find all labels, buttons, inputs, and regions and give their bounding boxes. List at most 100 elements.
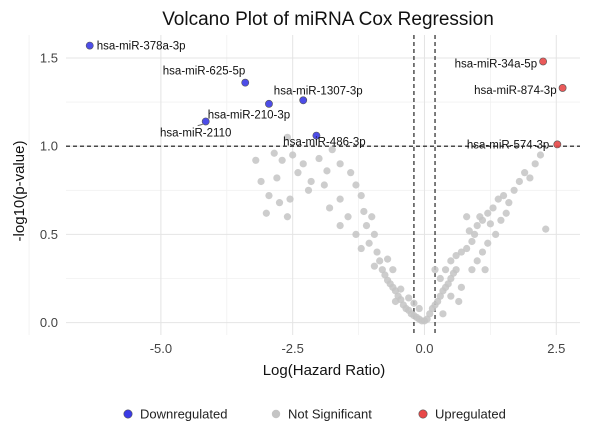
point-not-significant (357, 191, 365, 200)
point-not-significant (320, 181, 328, 189)
point-downregulated (312, 131, 321, 140)
chart-title: Volcano Plot of miRNA Cox Regression (162, 9, 494, 30)
point-not-significant (307, 177, 315, 186)
data-points (85, 41, 567, 325)
tick-labels: -5.0 -2.5 0.0 2.5 0.0 0.5 1.0 1.5 (40, 50, 565, 356)
y-tick-label: 0.5 (40, 227, 58, 242)
y-tick-label: 1.5 (40, 50, 58, 65)
point-not-significant (470, 230, 479, 239)
point-not-significant (499, 191, 508, 200)
point-upregulated (553, 140, 562, 149)
point-not-significant (484, 209, 492, 217)
point-not-significant (478, 248, 487, 256)
point-downregulated (85, 41, 94, 50)
point-not-significant (360, 207, 368, 216)
point-not-significant (510, 186, 518, 194)
point-not-significant (478, 216, 487, 224)
x-tick-label: -5.0 (150, 341, 172, 356)
point-not-significant (386, 280, 394, 288)
point-not-significant (441, 266, 450, 274)
legend-label: Not Significant (288, 407, 372, 422)
point-labels: hsa-miR-378a-3p hsa-miR-625-5p hsa-miR-130… (97, 41, 557, 152)
point-not-significant (289, 151, 297, 159)
point-not-significant (370, 230, 378, 239)
point-not-significant (486, 220, 494, 228)
point-not-significant (278, 156, 286, 164)
point-not-significant (457, 283, 465, 291)
point-label: hsa-miR-1307-3p (274, 85, 363, 97)
point-not-significant (452, 266, 460, 274)
point-not-significant (304, 186, 313, 194)
point-not-significant (463, 244, 471, 253)
point-not-significant (344, 213, 352, 221)
point-not-significant (270, 149, 278, 157)
point-not-significant (447, 257, 455, 265)
point-not-significant (405, 294, 413, 302)
point-not-significant (452, 251, 460, 260)
point-downregulated (241, 78, 250, 87)
point-not-significant (502, 209, 510, 217)
legend-swatch (271, 409, 281, 419)
point-not-significant (455, 297, 463, 306)
point-downregulated (299, 96, 308, 105)
point-not-significant (273, 174, 281, 182)
point-not-significant (352, 181, 360, 189)
point-not-significant (336, 221, 344, 230)
point-not-significant (370, 262, 378, 270)
point-label: hsa-miR-574-3p (467, 139, 549, 151)
point-label: hsa-miR-2110 (160, 127, 231, 139)
y-tick-label: 0.0 (40, 315, 58, 330)
legend-item: Downregulated (123, 407, 227, 422)
point-not-significant (431, 266, 439, 274)
point-not-significant (376, 257, 384, 265)
point-not-significant (328, 146, 336, 154)
point-not-significant (492, 230, 500, 239)
point-not-significant (473, 257, 481, 265)
label-leader-line (197, 124, 203, 126)
point-not-significant (336, 195, 344, 203)
point-label: hsa-miR-486-3p (283, 137, 365, 149)
point-not-significant (542, 225, 550, 233)
point-not-significant (436, 274, 444, 283)
point-not-significant (365, 239, 373, 247)
point-label: hsa-miR-378a-3p (97, 41, 186, 53)
point-not-significant (494, 195, 502, 203)
x-tick-label: 0.0 (415, 341, 433, 356)
point-not-significant (373, 248, 381, 256)
point-label: hsa-miR-874-3p (474, 85, 556, 97)
point-label: hsa-miR-210-3p (208, 109, 290, 121)
point-not-significant (484, 239, 492, 247)
y-tick-label: 1.0 (40, 139, 58, 154)
point-not-significant (265, 191, 273, 200)
point-not-significant (465, 227, 473, 235)
point-upregulated (558, 84, 567, 92)
point-not-significant (526, 174, 534, 182)
point-not-significant (257, 177, 265, 186)
point-not-significant (481, 266, 489, 274)
x-tick-label: -2.5 (281, 341, 303, 356)
point-not-significant (262, 209, 270, 217)
point-not-significant (447, 292, 455, 300)
point-not-significant (497, 216, 505, 224)
y-axis-title: -log10(p-value) (11, 141, 28, 242)
point-not-significant (439, 310, 447, 318)
point-not-significant (368, 213, 376, 221)
point-not-significant (389, 266, 397, 274)
legend-label: Downregulated (140, 407, 227, 422)
point-not-significant (468, 266, 476, 274)
point-label: hsa-miR-34a-5p (455, 58, 537, 70)
point-not-significant (283, 213, 292, 221)
legend-label: Upregulated (435, 407, 506, 422)
legend: Downregulated Not Significant Upregulated (123, 407, 506, 422)
point-not-significant (362, 221, 371, 230)
point-not-significant (357, 244, 365, 253)
point-not-significant (473, 221, 481, 230)
point-not-significant (515, 177, 523, 186)
point-not-significant (283, 133, 292, 141)
point-not-significant (489, 204, 497, 212)
point-not-significant (468, 237, 476, 246)
point-upregulated (539, 57, 547, 66)
point-not-significant (275, 199, 284, 207)
legend-item: Not Significant (271, 407, 372, 422)
